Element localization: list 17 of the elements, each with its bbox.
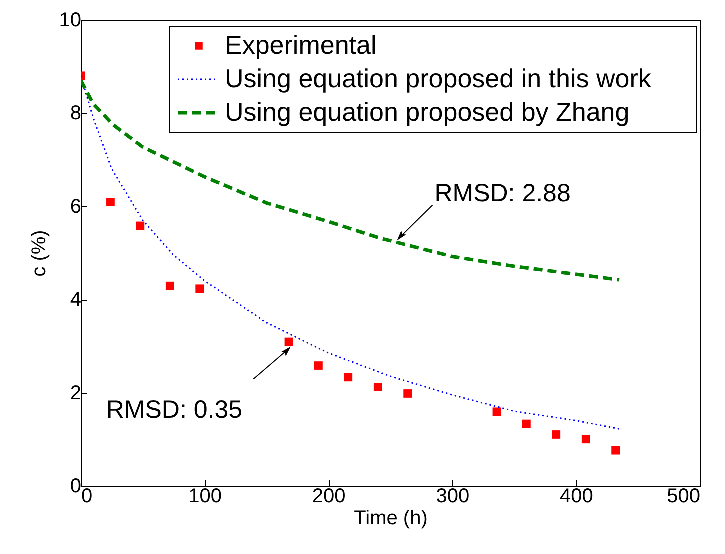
legend-label: Using equation proposed in this work (225, 64, 652, 94)
x-tick-label: 100 (188, 486, 222, 508)
y-tick-label: 10 (59, 10, 82, 32)
legend-label: Experimental (225, 30, 377, 60)
x-tick-label: 300 (436, 486, 470, 508)
x-axis-title: Time (h) (354, 508, 428, 530)
x-tick-label: 200 (312, 486, 346, 508)
x-tick-label: 400 (560, 486, 594, 508)
y-tick-label: 6 (70, 196, 82, 218)
x-tick-label: 500 (667, 486, 700, 508)
annotation: RMSD: 0.35 (106, 396, 243, 424)
legend-label: Using equation proposed by Zhang (225, 97, 630, 127)
y-tick-label: 2 (70, 382, 82, 404)
annotation: RMSD: 2.88 (434, 179, 571, 208)
y-tick-label: 8 (70, 102, 82, 125)
y-axis-title: c (%) (28, 230, 50, 277)
y-tick-label: 4 (70, 289, 82, 312)
